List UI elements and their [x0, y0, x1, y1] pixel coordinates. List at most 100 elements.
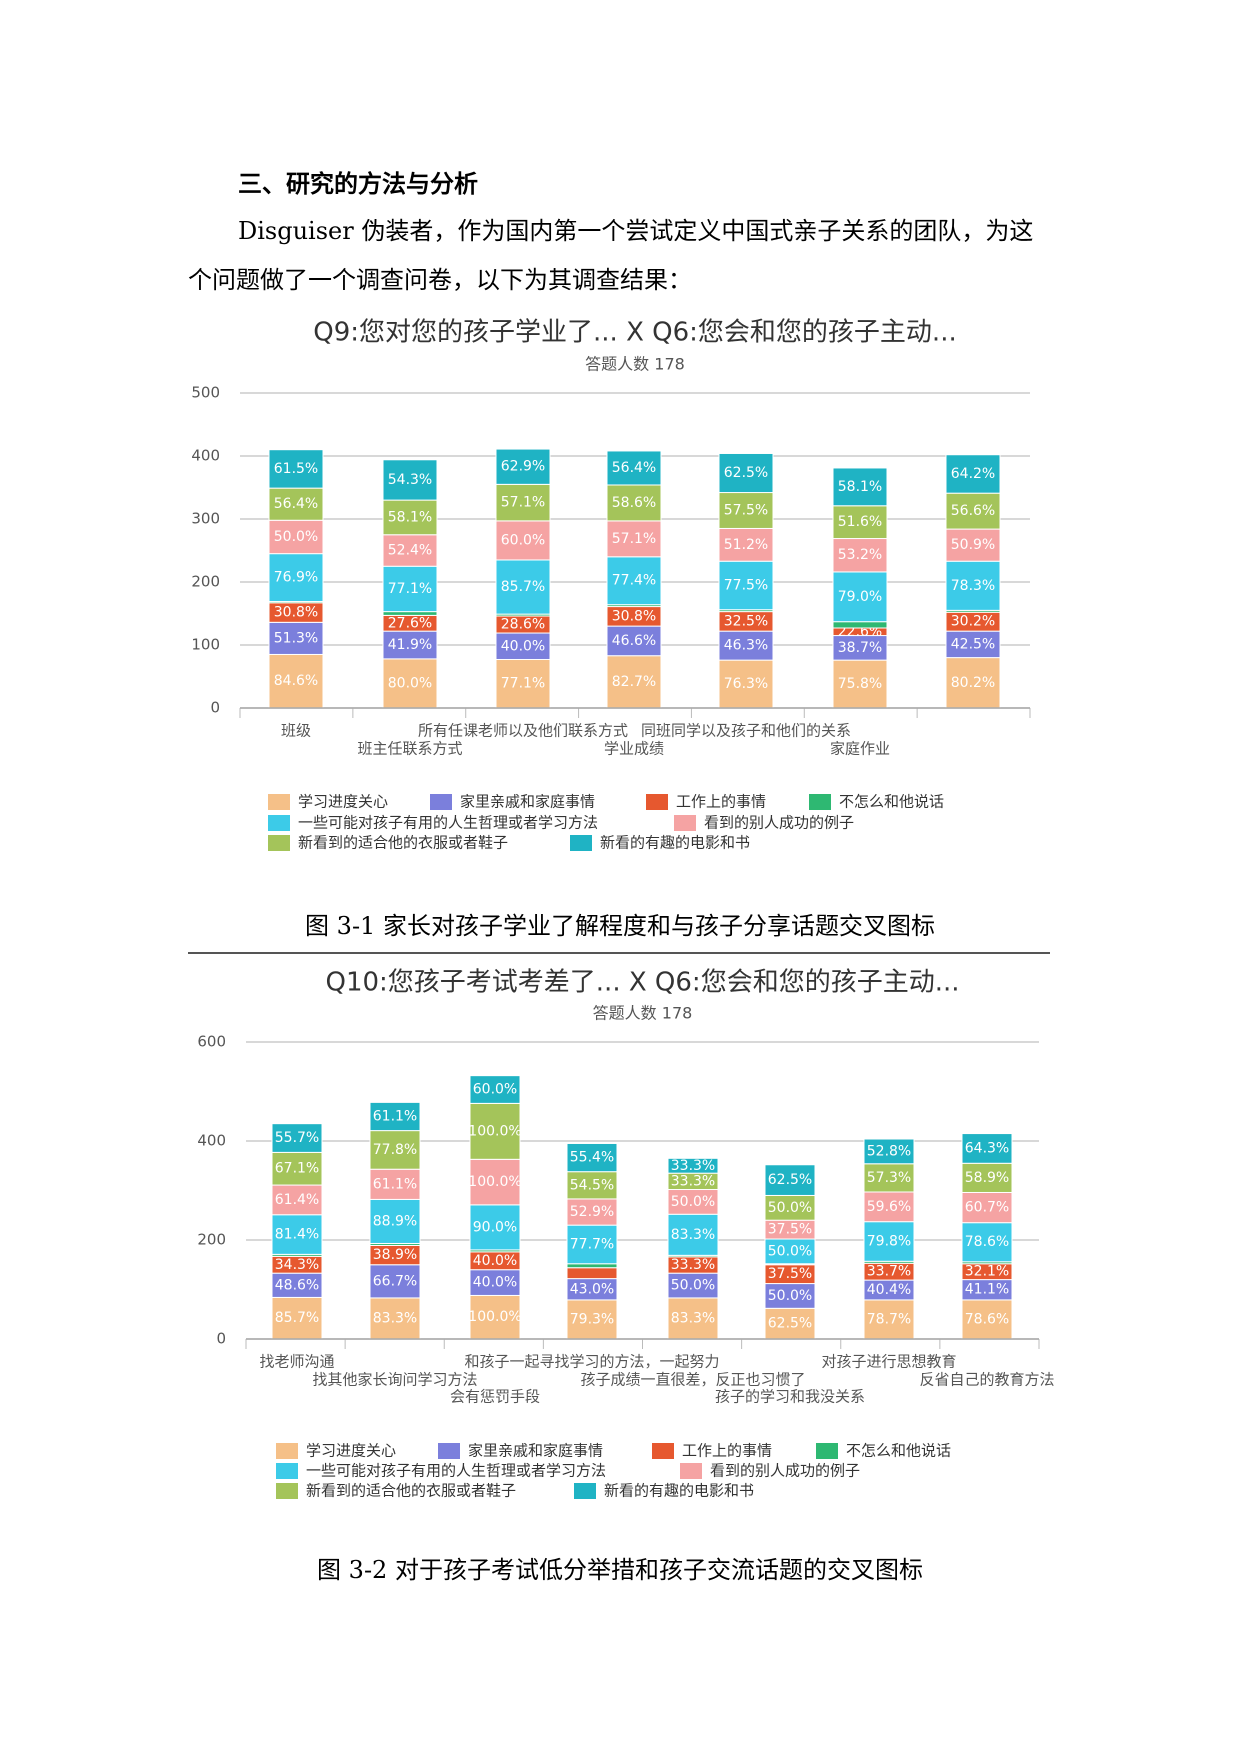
legend-swatch [276, 1483, 298, 1499]
legend-swatch [276, 1443, 298, 1459]
bar-segment [469, 1075, 521, 1104]
legend-label: 学习进度关心 [298, 793, 388, 811]
bar-segment [268, 553, 324, 603]
bar-segment [495, 559, 551, 615]
segment-label: 55.4% [570, 1150, 614, 1166]
bar-segment [718, 659, 774, 709]
bar-segment [369, 1101, 421, 1132]
legend-swatch [570, 835, 592, 851]
bar-segment [268, 519, 324, 555]
segment-label: 32.1% [965, 1264, 1009, 1280]
legend-label: 一些可能对孩子有用的人生哲理或者学习方法 [306, 1462, 606, 1480]
bar-segment [382, 565, 438, 613]
segment-label: 100.0% [468, 1123, 521, 1139]
bar-segment [271, 1123, 323, 1153]
legend-label: 新看的有趣的电影和书 [604, 1482, 754, 1500]
bar-segment [945, 454, 1001, 494]
chart-subtitle: 答题人数 178 [585, 355, 685, 374]
bar-segment [832, 635, 888, 661]
segment-label: 37.5% [768, 1266, 812, 1282]
segment-label: 67.1% [275, 1161, 319, 1177]
legend-label: 新看到的适合他的衣服或者鞋子 [306, 1482, 516, 1500]
segment-label: 79.3% [570, 1311, 614, 1327]
y-tick-label: 200 [197, 1231, 226, 1249]
bar-segment [469, 1269, 521, 1296]
segment-label: 62.5% [724, 465, 768, 481]
segment-label: 85.7% [501, 579, 545, 595]
bar-segment [606, 484, 662, 522]
bar-segment [369, 1264, 421, 1299]
segment-label: 61.4% [275, 1192, 319, 1208]
bar-segment [369, 1168, 421, 1200]
bar-segment [268, 621, 324, 655]
bar-segment [566, 1198, 618, 1226]
x-tick-label: 班主任联系方式 [357, 740, 462, 758]
segment-label: 85.7% [275, 1310, 319, 1326]
x-tick-label: 对孩子进行思想教育 [821, 1353, 956, 1371]
bar-segment [945, 528, 1001, 562]
y-tick-label: 200 [191, 573, 220, 591]
segment-label: 43.0% [570, 1281, 614, 1297]
segment-label: 81.4% [275, 1227, 319, 1243]
segment-label: 80.0% [388, 675, 432, 691]
bar-segment [606, 556, 662, 606]
bar-segment [271, 1296, 323, 1340]
segment-label: 79.8% [867, 1233, 911, 1249]
segment-label: 59.6% [867, 1199, 911, 1215]
bar-segment [832, 467, 888, 507]
bar-segment [832, 621, 888, 629]
segment-label: 33.3% [671, 1257, 715, 1273]
segment-label: 54.5% [570, 1177, 614, 1193]
bar-segment [718, 560, 774, 611]
segment-label: 50.0% [768, 1288, 812, 1304]
bar-segment [667, 1213, 719, 1256]
legend-swatch [646, 794, 668, 810]
legend-label: 新看的有趣的电影和书 [600, 834, 750, 852]
segment-label: 52.8% [867, 1143, 911, 1159]
legend-label: 家里亲戚和家庭事情 [460, 793, 595, 811]
bar-segment [566, 1142, 618, 1173]
chart-title: Q10:您孩子考试考差了... X Q6:您会和您的孩子主动... [325, 968, 959, 998]
segment-label: 83.3% [671, 1310, 715, 1326]
segment-label: 60.0% [473, 1082, 517, 1098]
bar-segment [495, 632, 551, 660]
legend-swatch [574, 1483, 596, 1499]
legend-swatch [680, 1463, 702, 1479]
legend-swatch [674, 815, 696, 831]
bar-segment [606, 520, 662, 558]
segment-label: 40.0% [473, 1253, 517, 1269]
segment-label: 84.6% [274, 673, 318, 689]
legend-swatch [268, 815, 290, 831]
segment-label: 50.0% [671, 1194, 715, 1210]
bar-segment [369, 1198, 421, 1244]
y-tick-label: 400 [197, 1132, 226, 1150]
legend-label: 新看到的适合他的衣服或者鞋子 [298, 834, 508, 852]
segment-label: 83.3% [373, 1310, 417, 1326]
segment-label: 76.3% [724, 676, 768, 692]
segment-label: 33.7% [867, 1264, 911, 1280]
bar-segment [271, 1184, 323, 1216]
bar-segment [495, 658, 551, 709]
legend-label: 看到的别人成功的例子 [710, 1462, 860, 1480]
segment-label: 38.7% [838, 640, 882, 656]
legend-swatch [809, 794, 831, 810]
segment-label: 60.7% [965, 1200, 1009, 1216]
segment-label: 64.2% [951, 466, 995, 482]
segment-label: 78.3% [951, 578, 995, 594]
bar-segment [268, 487, 324, 521]
bar-segment [718, 492, 774, 529]
segment-label: 61.5% [274, 461, 318, 477]
legend-label: 不怎么和他说话 [839, 793, 944, 811]
x-tick-label: 会有惩罚手段 [450, 1388, 540, 1406]
segment-label: 58.1% [388, 509, 432, 525]
bar-segment [495, 520, 551, 561]
segment-label: 30.8% [274, 605, 318, 621]
segment-label: 56.4% [274, 496, 318, 512]
bar-segment [667, 1272, 719, 1299]
segment-label: 77.1% [501, 676, 545, 692]
bar-segment [718, 452, 774, 494]
segment-label: 55.7% [275, 1130, 319, 1146]
segment-label: 51.2% [724, 537, 768, 553]
bar-segment [764, 1283, 816, 1309]
